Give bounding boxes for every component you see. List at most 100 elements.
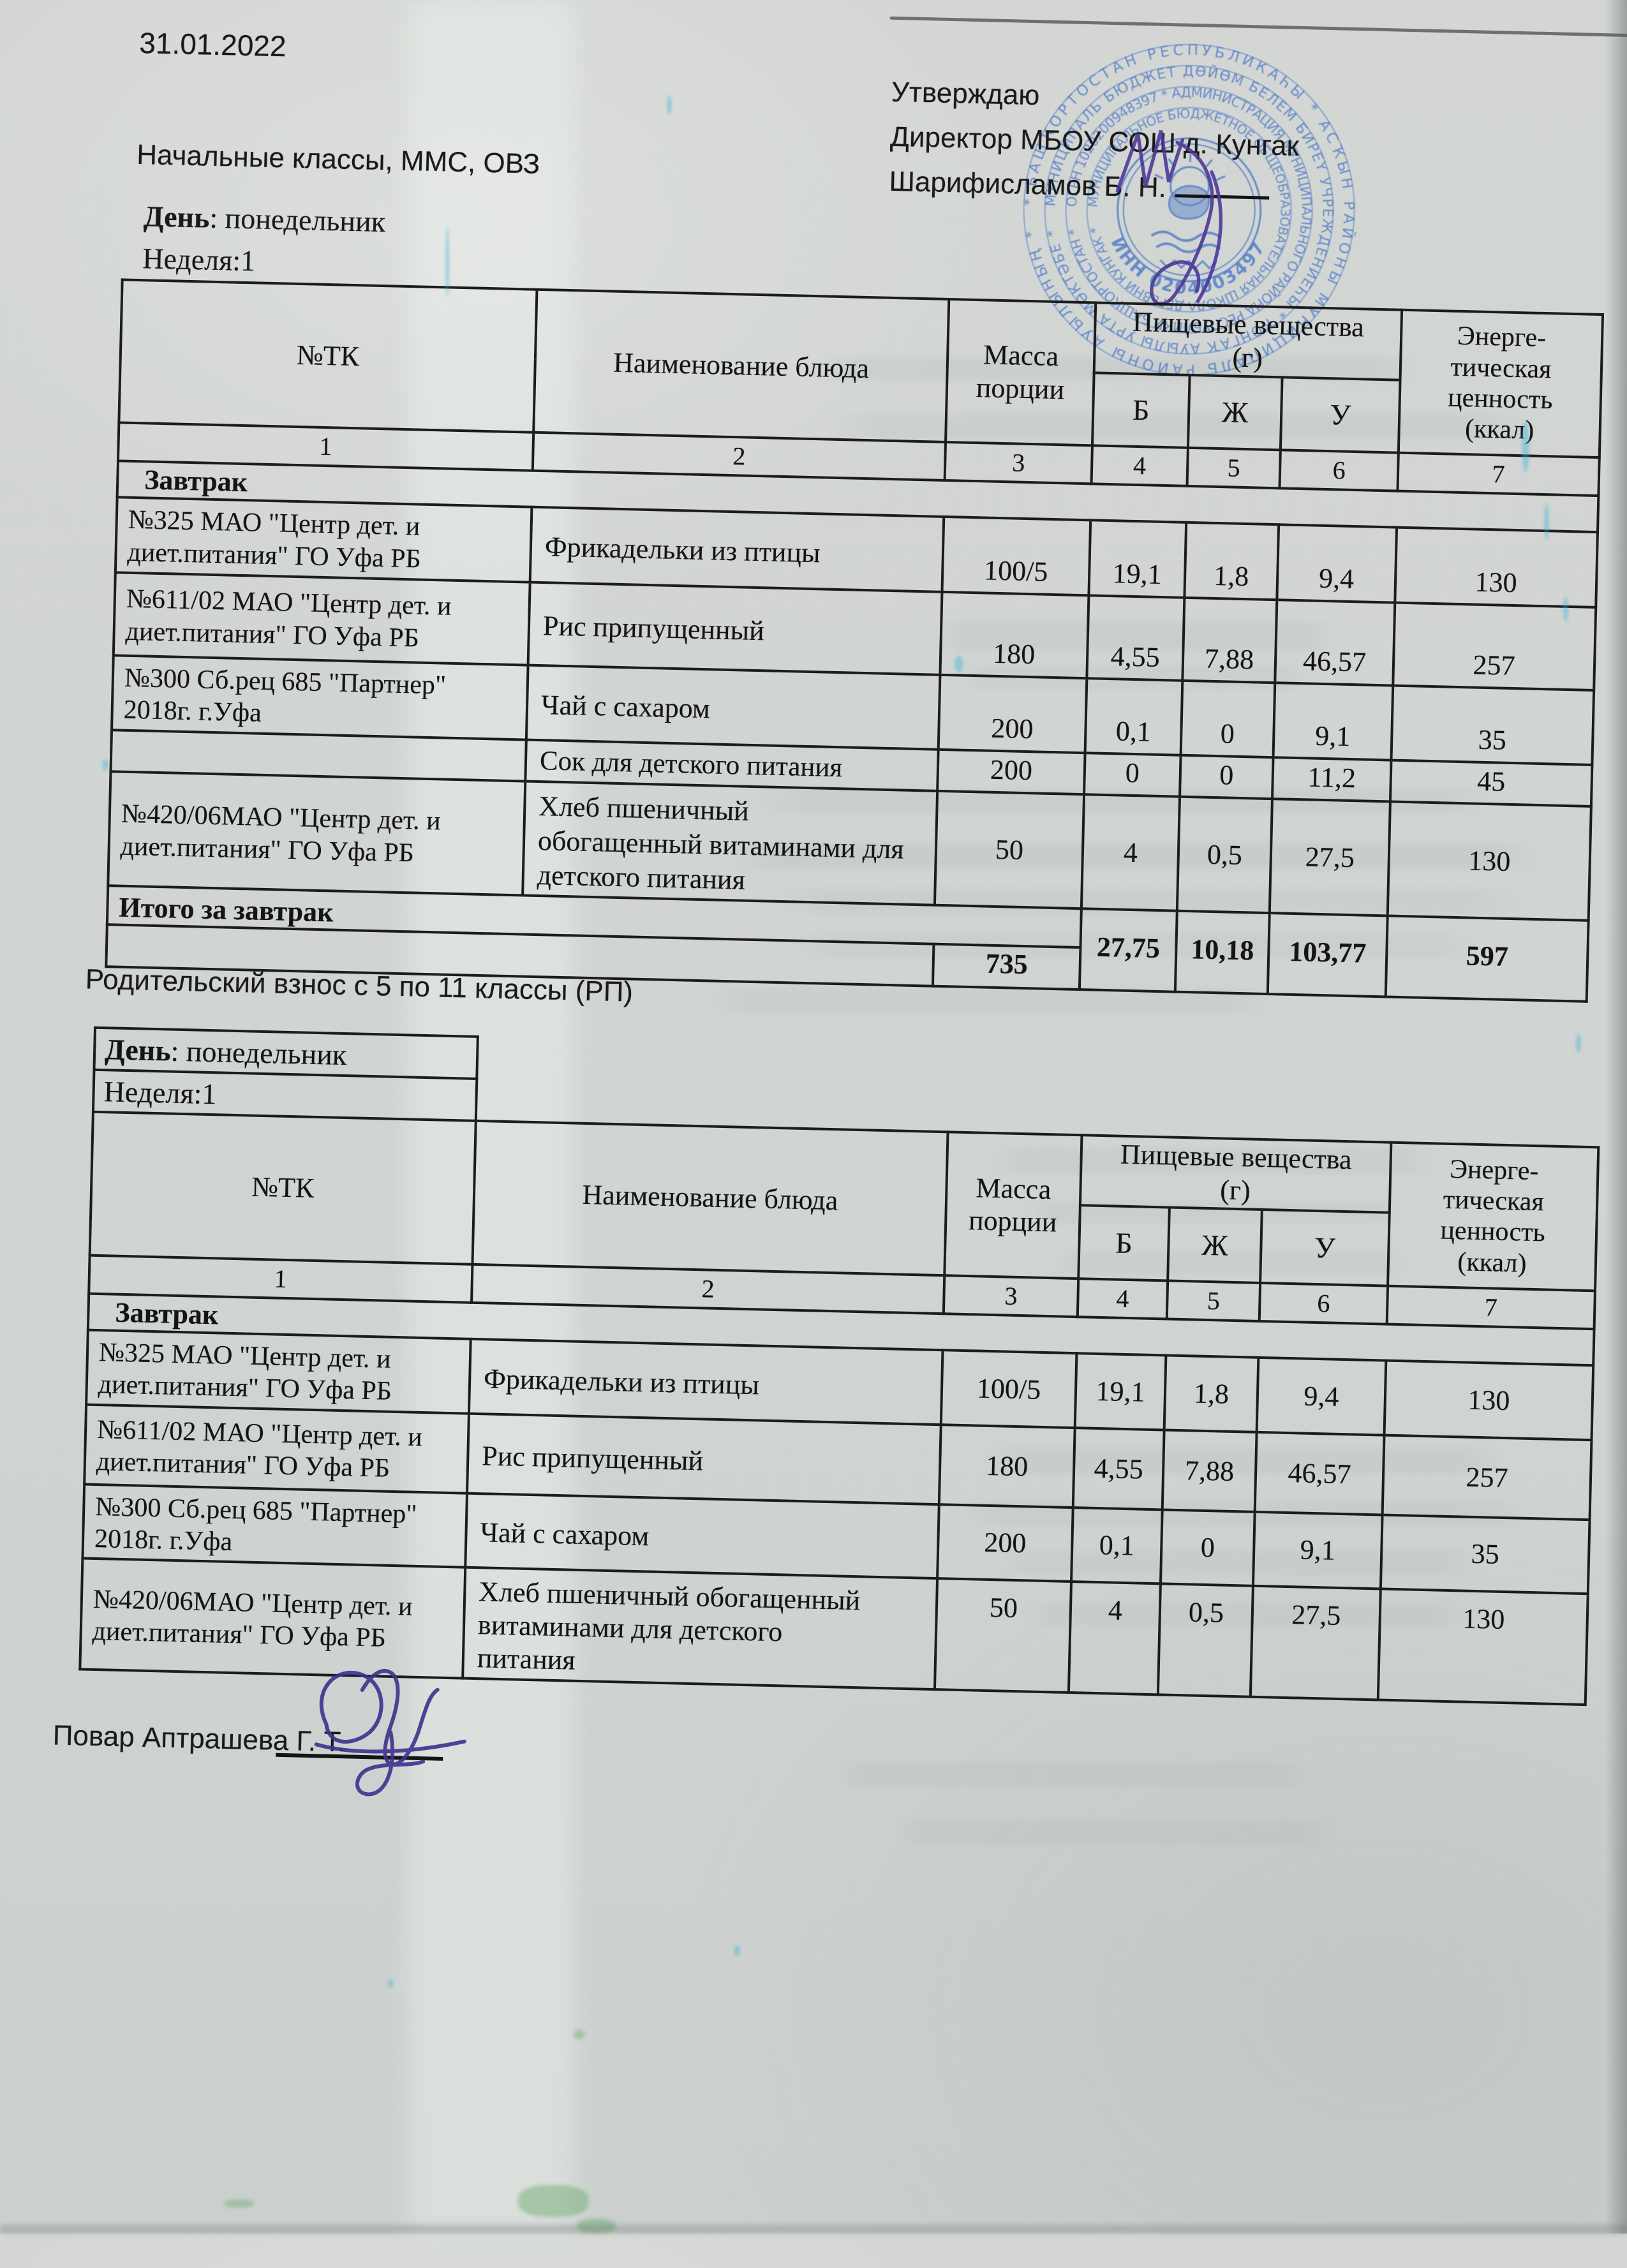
recipe-ref-cell: №325 МАО "Центр дет. и диет.питания" ГО … [86,1330,471,1414]
col-header-nutrients: Пищевые вещества (г) [1080,1135,1392,1213]
total-carbs: 103,77 [1267,913,1388,997]
carbs-cell: 9,1 [1252,1511,1383,1589]
fat-cell: 0 [1160,1509,1255,1587]
menu-table-free-meals: №ТК Наименование блюда Масса порции Пище… [105,278,1604,1003]
ink-speck [734,1946,740,1956]
ink-speck [955,656,963,672]
bleedthrough-line [989,1148,1436,1174]
mass-cell: 200 [938,674,1087,753]
col-header-mass: Масса порции [944,1132,1082,1279]
protein-cell: 19,1 [1088,520,1187,598]
recipe-ref-cell: №325 МАО "Центр дет. и диет.питания" ГО … [115,497,532,582]
bleedthrough-line [766,888,1531,914]
bleedthrough-line [983,1448,1506,1474]
col-header-tk: №ТК [119,279,537,433]
cook-signature [314,1669,466,1797]
kcal-cell: 130 [1387,801,1591,921]
carbs-cell: 46,57 [1275,600,1395,686]
kcal-cell: 257 [1382,1435,1592,1520]
mass-cell: 100/5 [942,516,1091,596]
dish-name-cell: Хлеб пшеничный обогащенный витаминами дл… [523,781,938,906]
carbs-cell: 46,57 [1254,1432,1385,1515]
kcal-cell: 130 [1384,1360,1594,1440]
bleedthrough-line [702,988,1276,1013]
recipe-ref-cell: №420/06МАО "Центр дет. и диет.питания" Г… [108,771,526,896]
col-header-fat: Ж [1187,374,1282,450]
dish-name-cell: Рис припущенный [467,1413,941,1504]
fat-cell: 0 [1180,680,1275,757]
fat-cell: 1,8 [1164,1355,1259,1432]
fat-cell: 0,5 [1157,1583,1253,1697]
carbs-cell: 11,2 [1272,757,1392,802]
protein-cell: 0,1 [1071,1507,1163,1584]
scan-bottom-edge-shadow [0,2225,1627,2234]
scan-right-edge-shadow [1605,0,1627,2234]
protein-cell: 4 [1068,1582,1161,1695]
col-header-carbs: У [1280,377,1400,453]
dish-name-cell: Рис припущенный [528,582,942,675]
dish-name-cell: Фрикадельки из птицы [530,507,944,592]
carbs-cell: 27,5 [1250,1586,1381,1700]
protein-cell: 4,55 [1087,595,1185,681]
dish-name-cell: Фрикадельки из птицы [468,1338,943,1425]
ink-speck [1576,1034,1581,1053]
mass-cell: 200 [937,749,1085,795]
classes-note: Начальные классы, ММС, ОВЗ [136,138,540,180]
mass-cell: 180 [939,1424,1075,1508]
total-protein: 27,75 [1079,908,1177,993]
kcal-cell: 35 [1391,685,1594,765]
green-stain [574,2030,584,2039]
carbs-cell: 27,5 [1269,799,1390,916]
green-stain [225,2200,254,2207]
ink-speck [1563,597,1568,622]
col-header-energy: Энерге- тическая ценность (ккал) [1388,1142,1599,1291]
bleedthrough-line [829,1762,1314,1786]
col-header-fat: Ж [1168,1207,1262,1283]
kcal-cell: 45 [1390,760,1593,807]
mass-cell: 50 [934,1578,1071,1693]
recipe-ref-cell: №300 Сб.рец 685 "Партнер" 2018г. г.Уфа [112,655,528,740]
bleedthrough-line [1053,1252,1410,1275]
col-header-carbs: У [1260,1209,1390,1286]
fat-cell: 7,88 [1162,1430,1257,1512]
bleedthrough-line [810,357,1416,380]
col-header-nutrients: Пищевые вещества (г) [1094,302,1402,380]
col-header-dish: Наименование блюда [533,289,949,442]
protein-cell: 0 [1084,752,1181,797]
kcal-cell: 130 [1395,527,1598,607]
col-header-energy: Энерге- тическая ценность (ккал) [1398,309,1603,457]
bleedthrough-line [747,788,1499,813]
ink-speck [1544,504,1549,540]
day-line: День: понедельник [143,200,386,239]
protein-cell: 4,55 [1073,1427,1164,1509]
dish-name-cell: Чай с сахаром [465,1493,939,1579]
fat-cell: 0 [1180,755,1274,799]
fat-cell: 1,8 [1184,522,1279,600]
fat-cell: 0,5 [1177,797,1272,914]
carbs-cell: 9,1 [1273,683,1393,760]
bleedthrough-line [932,622,1340,650]
col-header-dish: Наименование блюда [472,1120,948,1276]
bleedthrough-line [1021,1201,1404,1224]
mass-cell: 100/5 [940,1350,1077,1428]
dish-name-cell: Хлеб пшеничный обогащенный витаминами дл… [463,1568,938,1690]
dish-name-cell: Чай с сахаром [526,665,940,750]
scan-light-band [408,0,574,2234]
stamp-emblem [1150,152,1226,270]
col-header-tk: №ТК [89,1111,476,1264]
kcal-cell: 35 [1380,1515,1590,1594]
green-stain [518,2185,588,2217]
document-date: 31.01.2022 [138,26,287,63]
menu-table-parent-fee: День: понедельник Неделя:1 №ТК Наименова… [78,1027,1601,1707]
bleedthrough-line [995,1552,1480,1575]
ink-speck [102,759,108,771]
ink-speck [388,1979,393,1988]
recipe-ref-cell: №611/02 МАО "Центр дет. и диет.питания" … [84,1404,469,1493]
ink-speck [667,96,672,115]
carbs-cell: 9,4 [1256,1357,1386,1435]
carbs-cell: 9,4 [1277,524,1397,603]
bleedthrough-line [785,933,1487,958]
bleedthrough-line [823,413,1538,439]
